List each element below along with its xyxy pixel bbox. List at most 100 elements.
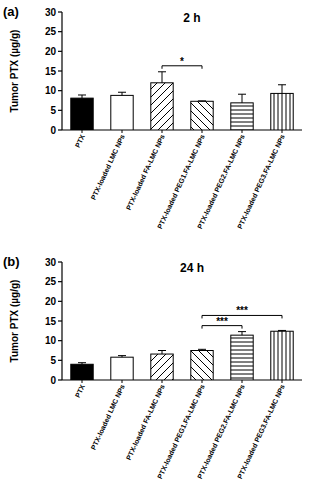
y-tick-label: 15 [45,316,57,327]
bar [271,93,293,130]
error-bar [238,94,246,103]
y-tick-label: 10 [45,85,57,96]
error-stem [242,94,243,103]
y-axis-label: Tumor PTX (µg/g) [9,30,20,113]
y-tick [58,11,62,12]
panel-label: (b) [3,254,20,269]
y-tick-label: 30 [45,257,57,268]
y-tick [58,90,62,91]
y-tick [58,281,62,282]
x-tick [202,380,203,383]
x-tick [122,380,123,383]
x-axis [62,379,302,380]
x-tick [242,380,243,383]
x-tick-label: PTX-loaded PEG1.FA-LMC NPs [156,133,206,229]
x-tick [282,130,283,133]
y-tick-label: 25 [45,276,57,287]
x-tick-label: PTX [74,133,86,149]
error-bar [158,351,166,355]
y-tick [58,51,62,52]
y-tick [58,70,62,71]
x-tick [282,380,283,383]
y-tick-label: 30 [45,7,57,18]
x-tick-label: PTX-loaded PEG3.FA-LMC NPs [236,133,286,229]
y-tick [58,31,62,32]
bar [71,98,93,130]
y-tick-label: 20 [45,46,57,57]
x-tick-label: PTX-loaded FA-LMC NPs [125,383,166,461]
y-axis-label: Tumor PTX (µg/g) [9,280,20,363]
error-bar [198,349,206,350]
y-tick-label: 5 [50,355,56,366]
x-tick-label: PTX-loaded PEG1.FA-LMC NPs [156,383,206,479]
bar [111,357,133,380]
error-cap [198,100,206,101]
significance-label: * [180,56,184,67]
bar [71,364,93,380]
error-cap [278,330,286,331]
y-tick [58,301,62,302]
error-cap [78,94,86,95]
significance-label: *** [216,316,228,327]
x-tick [202,130,203,133]
error-bar [158,72,166,83]
error-stem [162,72,163,83]
error-bar [278,330,286,332]
significance-label: *** [236,305,248,316]
x-tick [122,130,123,133]
error-bar [278,85,286,94]
x-tick-label: PTX-loaded PEG3.FA-LMC NPs [236,383,286,479]
x-tick [162,130,163,133]
x-tick-label: PTX-loaded PEG2.FA-LMC NPs [196,383,246,479]
error-cap [158,71,166,72]
bar [231,335,253,380]
error-cap [278,84,286,85]
panel: (b) 24 h Tumor PTX (µg/g) 0 5 10 15 20 25 30 PTX PT… [3,254,302,480]
y-tick [58,261,62,262]
bars [71,72,293,130]
error-bar [118,356,126,358]
bar [151,83,173,130]
error-stem [162,351,163,355]
y-tick [58,129,62,130]
error-bar [78,95,86,98]
x-axis [62,129,302,130]
bar [191,101,213,130]
title: 2 h [183,11,200,25]
y-tick [58,110,62,111]
error-stem [282,85,283,94]
y-tick-label: 10 [45,335,57,346]
x-tick-label: PTX-loaded PEG2.FA-LMC NPs [196,133,246,229]
x-tick-label: PTX-loaded LMC NPs [89,133,125,201]
x-tick [82,380,83,383]
figure: (a)2 hTumor PTX (µg/g)051015202530PTXPTX… [0,0,310,500]
y-tick [58,320,62,321]
bars [71,330,293,380]
x-tick-label: PTX-loaded FA-LMC NPs [125,133,166,211]
panel-label: (a) [3,4,19,19]
error-cap [118,92,126,93]
error-bar [198,100,206,101]
panel: (a)2 hTumor PTX (µg/g)051015202530PTXPTX… [3,4,302,230]
y-tick-label: 25 [45,26,57,37]
bar [151,354,173,380]
error-cap [238,94,246,95]
bar [191,351,213,381]
error-bar [78,363,86,365]
error-cap [238,331,246,332]
x-tick [162,380,163,383]
title: 24 h [180,261,204,275]
bar [111,95,133,130]
y-tick-label: 0 [50,375,56,386]
y-tick-label: 5 [50,105,56,116]
error-cap [78,362,86,363]
y-tick-label: 20 [45,296,57,307]
y-tick-label: 0 [50,125,56,136]
error-bar [238,332,246,336]
error-cap [158,350,166,351]
error-cap [118,355,126,356]
y-tick [58,379,62,380]
bar [271,331,293,380]
y-tick-label: 15 [45,66,57,77]
x-tick-label: PTX [74,383,86,399]
